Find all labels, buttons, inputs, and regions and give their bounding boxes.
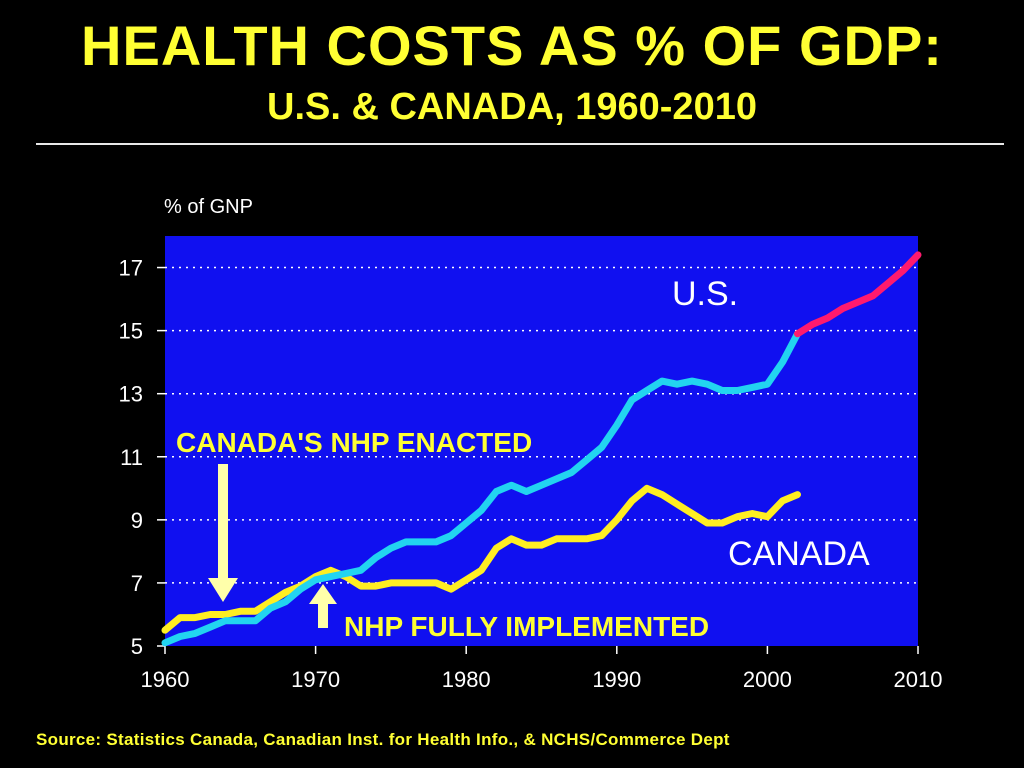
x-tick-label-1990: 1990	[592, 667, 641, 692]
y-tick-label-5: 5	[131, 634, 143, 659]
x-tick-label-2000: 2000	[743, 667, 792, 692]
arrow-down-icon	[208, 464, 238, 602]
series-line-canada	[161, 484, 801, 634]
y-tick-label-17: 17	[119, 256, 143, 281]
series-line-us-projected	[794, 251, 922, 338]
y-tick-label-11: 11	[120, 445, 143, 470]
series-line-us	[161, 330, 801, 647]
annotations: U.S. CANADA CANADA'S NHP ENACTED NHP FUL…	[176, 275, 870, 642]
us-series-label: U.S.	[672, 275, 738, 313]
canada-series-label: CANADA	[728, 535, 870, 573]
series-lines	[161, 251, 922, 647]
x-tick-label-1960: 1960	[141, 667, 190, 692]
x-tick-label-1980: 1980	[442, 667, 491, 692]
arrow-up-icon	[309, 584, 337, 628]
y-tick-label-7: 7	[131, 571, 143, 596]
y-tick-label-15: 15	[119, 319, 143, 344]
chart-subtitle: U.S. & CANADA, 1960-2010	[267, 86, 757, 128]
y-tick-label-13: 13	[119, 382, 143, 407]
axis-ticks: 5 7 9 11 13 15 17 1960 1970 1980 1990 2000 2010	[119, 256, 943, 692]
plot-area	[165, 236, 918, 646]
x-tick-label-2010: 2010	[894, 667, 943, 692]
title-divider	[36, 143, 1004, 145]
y-tick-label-9: 9	[131, 508, 143, 533]
x-tick-label-1970: 1970	[291, 667, 340, 692]
source-note: Source: Statistics Canada, Canadian Inst…	[36, 730, 730, 749]
nhp-implemented-annotation: NHP FULLY IMPLEMENTED	[344, 611, 709, 642]
chart-title: HEALTH COSTS AS % OF GDP:	[81, 14, 943, 77]
nhp-enacted-annotation: CANADA'S NHP ENACTED	[176, 427, 532, 458]
y-axis-label: % of GNP	[164, 196, 253, 218]
